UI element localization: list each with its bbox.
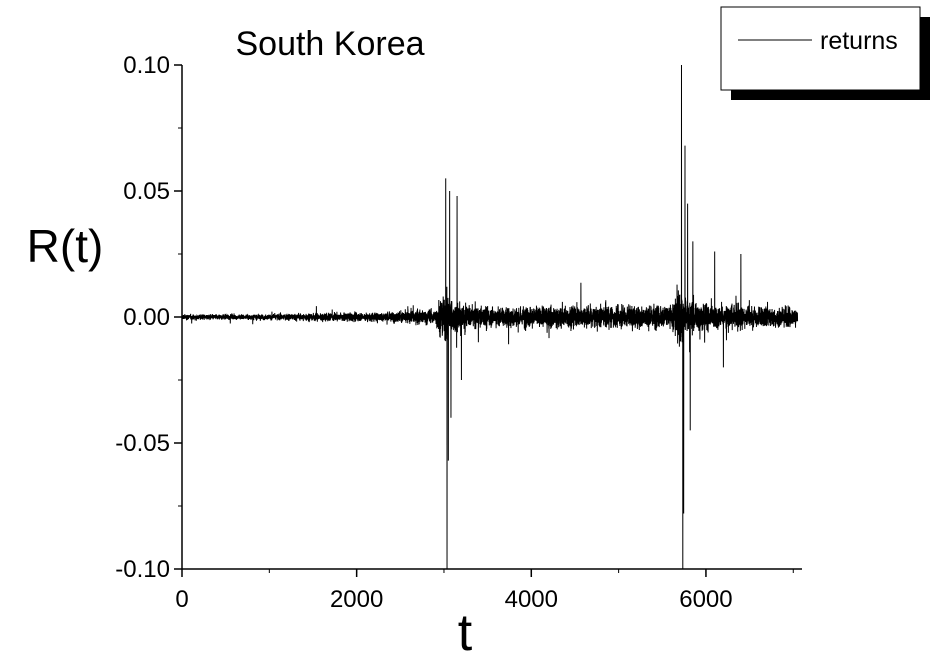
x-axis-label: t xyxy=(458,604,473,655)
series-line-returns xyxy=(181,64,799,570)
y-axis-label: R(t) xyxy=(27,220,104,272)
legend: returns xyxy=(720,6,930,100)
y-tick-label: -0.05 xyxy=(115,430,170,457)
y-tick-label: 0.05 xyxy=(123,178,170,205)
legend-box xyxy=(720,6,921,91)
x-tick-label: 2000 xyxy=(330,586,383,613)
legend-label-returns: returns xyxy=(820,27,898,55)
plot-area xyxy=(181,64,799,570)
y-tick-label: 0.10 xyxy=(123,52,170,79)
y-tick-label: 0.00 xyxy=(123,304,170,331)
axis-ticks: -0.10 -0.05 0.00 0.05 0.10 0 2000 4000 6000 xyxy=(115,52,794,613)
chart-title: South Korea xyxy=(235,25,424,63)
x-tick-label: 0 xyxy=(175,586,188,613)
x-tick-label: 6000 xyxy=(679,586,732,613)
y-tick-label: -0.10 xyxy=(115,556,170,583)
x-tick-label: 4000 xyxy=(505,586,558,613)
